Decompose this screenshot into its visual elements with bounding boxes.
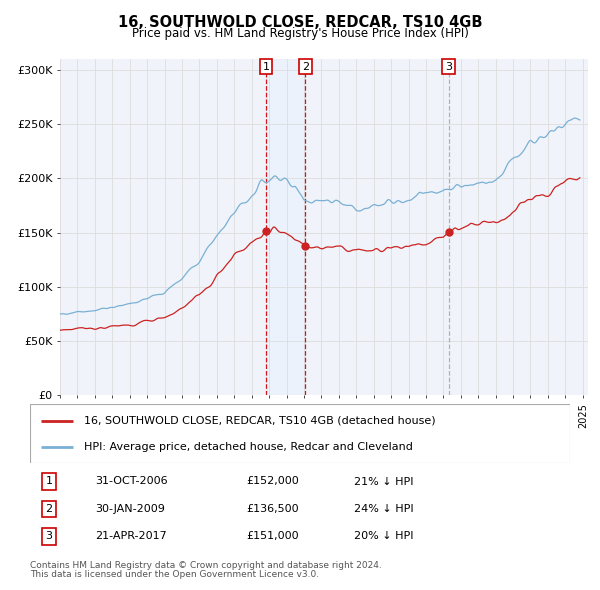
Text: 16, SOUTHWOLD CLOSE, REDCAR, TS10 4GB: 16, SOUTHWOLD CLOSE, REDCAR, TS10 4GB [118,15,482,30]
Text: 3: 3 [445,61,452,71]
Text: £136,500: £136,500 [246,504,299,514]
Text: 24% ↓ HPI: 24% ↓ HPI [354,504,413,514]
Text: This data is licensed under the Open Government Licence v3.0.: This data is licensed under the Open Gov… [30,570,319,579]
Text: 1: 1 [263,61,269,71]
Text: 3: 3 [46,531,52,541]
Text: 21% ↓ HPI: 21% ↓ HPI [354,477,413,487]
Text: 2: 2 [46,504,52,514]
Text: Price paid vs. HM Land Registry's House Price Index (HPI): Price paid vs. HM Land Registry's House … [131,27,469,40]
Text: £152,000: £152,000 [246,477,299,487]
Text: 20% ↓ HPI: 20% ↓ HPI [354,531,413,541]
Text: 1: 1 [46,477,52,487]
Text: 16, SOUTHWOLD CLOSE, REDCAR, TS10 4GB (detached house): 16, SOUTHWOLD CLOSE, REDCAR, TS10 4GB (d… [84,416,436,425]
Text: Contains HM Land Registry data © Crown copyright and database right 2024.: Contains HM Land Registry data © Crown c… [30,560,382,569]
Text: 2: 2 [302,61,309,71]
Bar [266,59,305,395]
Text: 30-JAN-2009: 30-JAN-2009 [95,504,164,514]
Text: 21-APR-2017: 21-APR-2017 [95,531,167,541]
Text: 31-OCT-2006: 31-OCT-2006 [95,477,167,487]
FancyBboxPatch shape [30,404,570,463]
Text: HPI: Average price, detached house, Redcar and Cleveland: HPI: Average price, detached house, Redc… [84,442,413,451]
Text: £151,000: £151,000 [246,531,299,541]
